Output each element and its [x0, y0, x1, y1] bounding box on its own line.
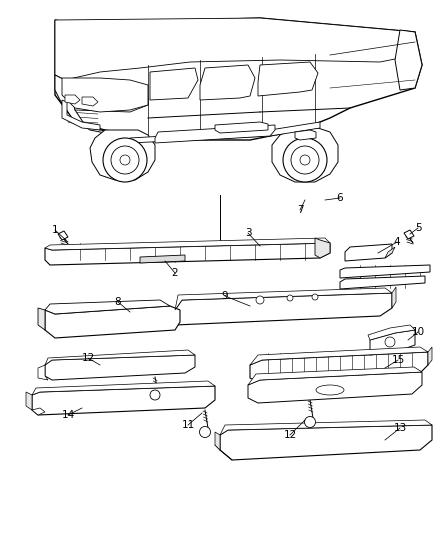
Circle shape — [199, 426, 211, 438]
Polygon shape — [428, 347, 432, 365]
Polygon shape — [220, 420, 432, 435]
Polygon shape — [155, 125, 275, 143]
Polygon shape — [250, 352, 428, 383]
Text: 11: 11 — [181, 420, 194, 430]
Text: 9: 9 — [222, 291, 228, 301]
Polygon shape — [272, 128, 338, 182]
Polygon shape — [385, 247, 395, 258]
Circle shape — [150, 390, 160, 400]
Text: 8: 8 — [115, 297, 121, 307]
Polygon shape — [55, 18, 422, 140]
Polygon shape — [258, 62, 318, 96]
Polygon shape — [150, 68, 198, 100]
Polygon shape — [395, 30, 422, 90]
Text: 3: 3 — [245, 228, 251, 238]
Polygon shape — [82, 97, 98, 106]
Circle shape — [283, 138, 327, 182]
Polygon shape — [175, 288, 392, 310]
Polygon shape — [55, 18, 415, 80]
Polygon shape — [345, 244, 392, 261]
Polygon shape — [248, 367, 422, 385]
Polygon shape — [392, 287, 396, 308]
Polygon shape — [130, 122, 320, 143]
Polygon shape — [340, 276, 425, 289]
Text: 1: 1 — [52, 225, 58, 235]
Text: 12: 12 — [81, 353, 95, 363]
Polygon shape — [215, 432, 220, 450]
Polygon shape — [45, 300, 170, 314]
Polygon shape — [26, 392, 32, 410]
Polygon shape — [58, 231, 68, 240]
Circle shape — [291, 146, 319, 174]
Polygon shape — [175, 293, 392, 325]
Ellipse shape — [316, 385, 344, 395]
Polygon shape — [315, 238, 330, 258]
Text: 5: 5 — [415, 223, 421, 233]
Text: 2: 2 — [172, 268, 178, 278]
Circle shape — [304, 416, 315, 427]
Circle shape — [120, 155, 130, 165]
Circle shape — [312, 294, 318, 300]
Polygon shape — [370, 330, 415, 355]
Polygon shape — [45, 243, 330, 265]
Text: 13: 13 — [393, 423, 406, 433]
Text: 4: 4 — [394, 237, 400, 247]
Circle shape — [300, 155, 310, 165]
Polygon shape — [38, 308, 45, 330]
Text: 15: 15 — [392, 355, 405, 365]
Polygon shape — [90, 130, 155, 180]
Text: 10: 10 — [411, 327, 424, 337]
Polygon shape — [45, 355, 195, 380]
Text: 14: 14 — [61, 410, 74, 420]
Polygon shape — [140, 255, 185, 263]
Polygon shape — [32, 386, 215, 415]
Polygon shape — [32, 408, 45, 415]
Polygon shape — [45, 238, 330, 250]
Circle shape — [385, 337, 395, 347]
Polygon shape — [220, 425, 432, 460]
Polygon shape — [368, 325, 415, 340]
Circle shape — [256, 296, 264, 304]
Polygon shape — [65, 95, 80, 104]
Polygon shape — [215, 122, 268, 133]
Text: 12: 12 — [283, 430, 297, 440]
Polygon shape — [62, 78, 148, 112]
Polygon shape — [404, 230, 414, 239]
Polygon shape — [32, 381, 215, 395]
Polygon shape — [248, 372, 422, 403]
Circle shape — [103, 138, 147, 182]
Polygon shape — [340, 265, 430, 278]
Polygon shape — [45, 350, 195, 365]
Polygon shape — [250, 347, 428, 365]
Polygon shape — [45, 306, 180, 338]
Text: 6: 6 — [337, 193, 343, 203]
Circle shape — [111, 146, 139, 174]
Polygon shape — [62, 100, 100, 130]
Polygon shape — [200, 65, 255, 100]
Polygon shape — [295, 130, 316, 140]
Polygon shape — [55, 75, 130, 138]
Polygon shape — [65, 80, 148, 112]
Text: 7: 7 — [297, 205, 303, 215]
Circle shape — [287, 295, 293, 301]
Polygon shape — [38, 365, 48, 380]
